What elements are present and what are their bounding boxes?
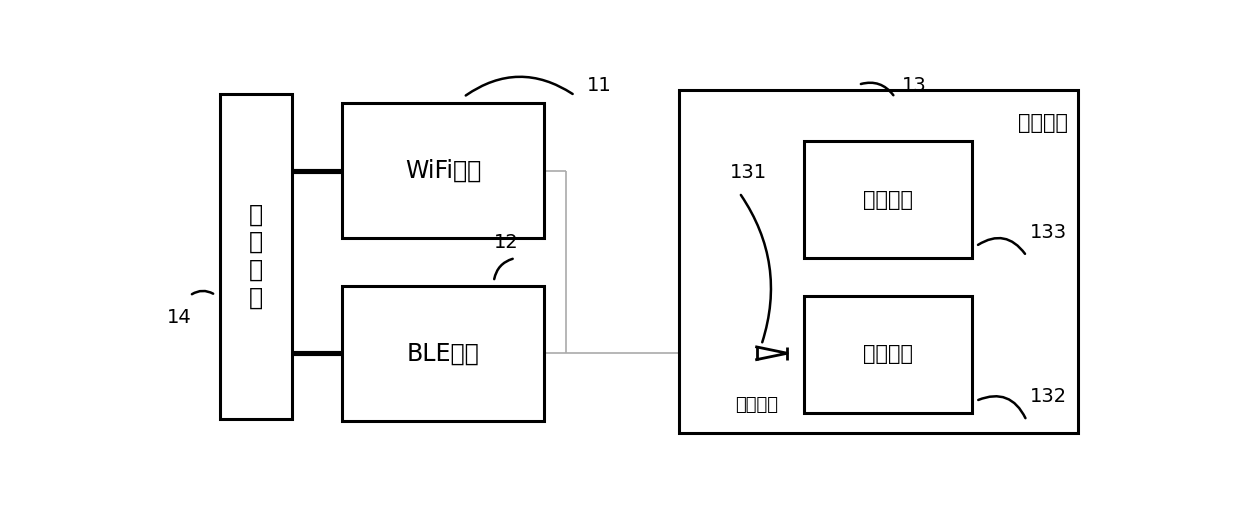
Bar bbox=[221, 94, 293, 419]
Text: 第一天线: 第一天线 bbox=[863, 344, 913, 364]
Text: WiFi单元: WiFi单元 bbox=[405, 159, 481, 183]
Text: 11: 11 bbox=[587, 76, 611, 95]
Text: 第二天线: 第二天线 bbox=[863, 190, 913, 210]
Text: 131: 131 bbox=[730, 163, 768, 182]
Bar bbox=[342, 286, 544, 421]
Bar bbox=[342, 104, 544, 238]
Bar bbox=[678, 90, 1078, 433]
Text: 14: 14 bbox=[166, 308, 191, 327]
Text: BLE单元: BLE单元 bbox=[407, 341, 480, 365]
Text: 13: 13 bbox=[901, 76, 926, 95]
Bar bbox=[804, 296, 972, 413]
Text: 12: 12 bbox=[494, 233, 518, 252]
Text: 133: 133 bbox=[1029, 223, 1066, 242]
Text: 供
电
单
元: 供 电 单 元 bbox=[249, 202, 263, 310]
Text: 射频开关: 射频开关 bbox=[735, 396, 777, 414]
Text: 天线单元: 天线单元 bbox=[1018, 113, 1068, 133]
Bar bbox=[804, 141, 972, 258]
Text: 132: 132 bbox=[1029, 387, 1066, 406]
